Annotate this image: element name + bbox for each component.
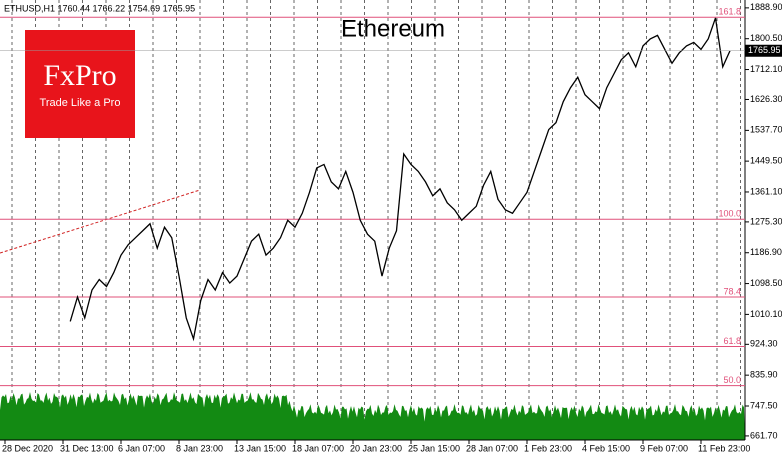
x-tick-label: 31 Dec 13:00 <box>60 443 114 453</box>
x-tick-label: 8 Jan 23:00 <box>176 443 223 453</box>
y-tick-label: 1449.50 <box>750 156 782 166</box>
y-tick-label: 835.90 <box>750 370 778 380</box>
level-label: 61.8 <box>723 336 741 346</box>
y-tick-label: 661.70 <box>750 430 778 440</box>
level-label: 100.0 <box>718 209 741 219</box>
x-tick-label: 28 Dec 2020 <box>2 443 53 453</box>
logo-text: FxPro <box>43 59 116 92</box>
price-line <box>69 17 731 342</box>
x-tick-label: 4 Feb 15:00 <box>582 443 630 453</box>
level-label: 161.8 <box>718 7 741 17</box>
y-tick-label: 1186.90 <box>750 247 782 257</box>
current-price-box <box>745 44 782 57</box>
x-tick-label: 6 Jan 07:00 <box>118 443 165 453</box>
y-tick-label: 924.30 <box>750 339 778 349</box>
logo-box <box>25 30 135 138</box>
y-tick-label: 1010.10 <box>750 309 782 319</box>
y-tick-label: 747.50 <box>750 400 778 410</box>
y-tick-label: 1361.10 <box>750 186 782 196</box>
y-tick-label: 1712.10 <box>750 64 782 74</box>
current-price-label: 1765.95 <box>748 45 781 55</box>
x-tick-label: 13 Jan 15:00 <box>234 443 286 453</box>
logo-slogan: Trade Like a Pro <box>40 97 121 109</box>
chart-title: Ethereum <box>341 15 445 42</box>
x-tick-label: 1 Feb 23:00 <box>524 443 572 453</box>
level-label: 50.0 <box>723 375 741 385</box>
y-tick-label: 1800.50 <box>750 33 782 43</box>
x-tick-label: 11 Feb 23:00 <box>698 443 750 453</box>
y-tick-label: 1888.90 <box>750 2 782 12</box>
header: ETHUSD,H1 1760.44 1766.22 1754.69 1765.9… <box>4 3 195 13</box>
x-tick-label: 25 Jan 15:00 <box>408 443 460 453</box>
x-tick-label: 28 Jan 07:00 <box>466 443 518 453</box>
x-tick-label: 20 Jan 23:00 <box>350 443 402 453</box>
x-tick-label: 18 Jan 07:00 <box>292 443 344 453</box>
x-tick-label: 9 Feb 07:00 <box>640 443 688 453</box>
volume <box>0 392 745 440</box>
y-tick-label: 1275.30 <box>750 216 782 226</box>
y-tick-label: 1537.70 <box>750 125 782 135</box>
level-label: 78.4 <box>723 286 741 296</box>
y-tick-label: 1098.50 <box>750 278 782 288</box>
volume-area <box>0 392 745 440</box>
y-tick-label: 1626.30 <box>750 94 782 104</box>
